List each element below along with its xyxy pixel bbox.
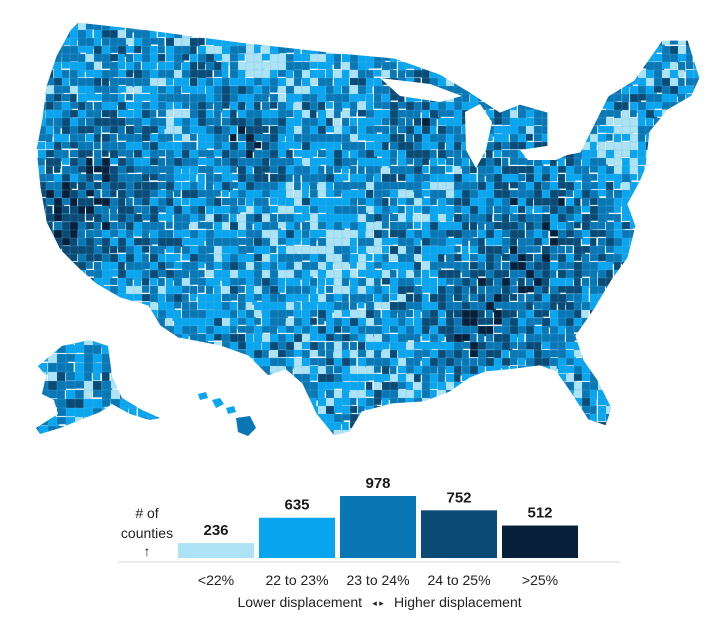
lake-erie: [520, 144, 578, 160]
y-axis-label-line2: counties: [121, 525, 173, 541]
bar-value-label-4: 752: [446, 489, 471, 506]
bar-2: [259, 517, 335, 558]
bar-value-label-1: 236: [203, 522, 228, 539]
category-label-3: 23 to 24%: [346, 572, 409, 588]
bar-5: [502, 525, 578, 558]
category-label-2: 22 to 23%: [265, 572, 328, 588]
low-caption: Lower displacement: [237, 594, 362, 610]
category-label-4: 24 to 25%: [427, 572, 490, 588]
y-axis-arrow: ↑: [144, 543, 151, 559]
bar-value-label-2: 635: [284, 497, 309, 514]
high-caption: Higher displacement: [394, 594, 522, 610]
category-label-1: <22%: [198, 572, 234, 588]
caption-arrows: ◂ ▸: [372, 598, 384, 608]
bars: 236 <22% 635 22 to 23% 978 23 to 24% 752 24 to …: [178, 475, 578, 588]
bar-4: [421, 510, 497, 558]
bar-value-label-5: 512: [527, 505, 552, 522]
bar-1: [178, 543, 254, 558]
hawaii-islands: [198, 392, 256, 436]
lake-michigan: [465, 104, 492, 168]
lake-superior: [380, 78, 462, 102]
bar-value-label-3: 978: [365, 475, 390, 492]
conus-outline: [35, 21, 701, 437]
y-axis-label-line1: # of: [135, 505, 158, 521]
category-label-5: >25%: [522, 572, 558, 588]
bar-3: [340, 496, 416, 558]
